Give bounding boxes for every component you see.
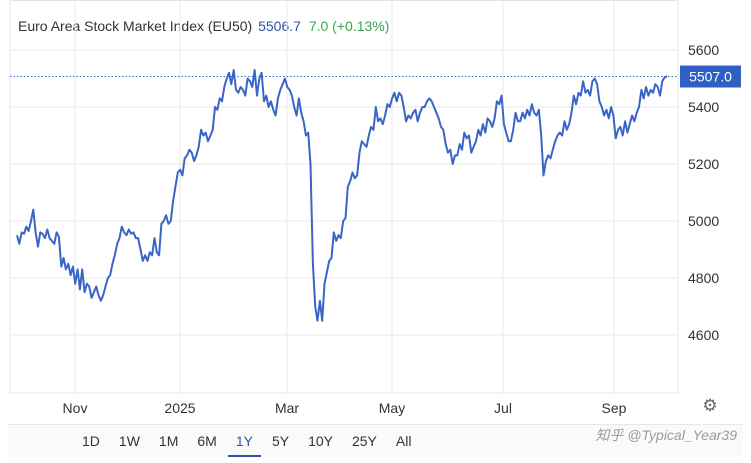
range-tab-6m[interactable]: 6M — [197, 433, 217, 449]
range-toolbar: 1D 1W 1M 6M 1Y 5Y 10Y 25Y All 知乎 @Typical_Year39 — [8, 424, 743, 457]
range-tab-10y[interactable]: 10Y — [308, 433, 333, 449]
y-tick-label: 5200 — [688, 156, 719, 172]
range-tab-25y[interactable]: 25Y — [351, 433, 377, 449]
range-tab-1m[interactable]: 1M — [158, 433, 179, 449]
chart-header: Euro Area Stock Market Index (EU50) 5506… — [18, 18, 389, 34]
series-line — [16, 69, 668, 322]
current-value-badge — [680, 65, 741, 88]
range-tab-1y[interactable]: 1Y — [227, 430, 261, 457]
y-tick-label: 5600 — [688, 42, 719, 58]
y-tick-label: 4600 — [688, 327, 719, 343]
price-change: 7.0 (+0.13%) — [308, 18, 390, 34]
y-tick-label: 4800 — [688, 270, 719, 286]
line-chart: 5600 5400 5200 5000 4800 4600 Nov 2025 Mar May Jul… — [9, 0, 741, 416]
current-value-label: 5507.0 — [689, 69, 732, 85]
range-tab-5y[interactable]: 5Y — [271, 433, 290, 449]
watermark: 知乎 @Typical_Year39 — [595, 427, 737, 443]
y-tick-label: 5000 — [688, 213, 719, 229]
range-tab-1d[interactable]: 1D — [82, 433, 100, 449]
x-tick-label: Mar — [275, 400, 299, 416]
x-tick-label: Nov — [63, 400, 88, 416]
range-tab-1w[interactable]: 1W — [118, 433, 140, 449]
x-tick-label: 2025 — [164, 400, 195, 416]
chart-title: Euro Area Stock Market Index (EU50) — [18, 18, 253, 34]
x-tick-label: Sep — [602, 400, 627, 416]
range-tab-all[interactable]: All — [395, 433, 412, 449]
x-tick-label: Jul — [494, 400, 512, 416]
current-price: 5506.7 — [258, 18, 301, 34]
plot-border — [9, 0, 679, 394]
x-tick-label: May — [379, 400, 405, 416]
gear-icon[interactable]: ⚙ — [702, 396, 718, 415]
y-tick-label: 5400 — [688, 99, 719, 115]
range-tabs: 1D 1W 1M 6M 1Y 5Y 10Y 25Y All — [74, 430, 422, 457]
